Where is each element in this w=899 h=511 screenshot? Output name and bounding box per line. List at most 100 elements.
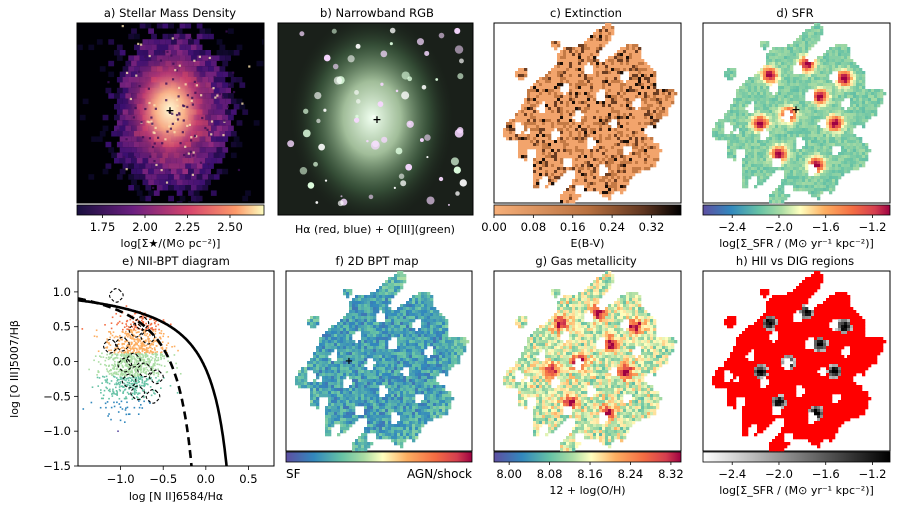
- d-map-pixel: [847, 92, 851, 96]
- c-map-pixel: [644, 137, 648, 141]
- d-map-pixel: [847, 137, 851, 141]
- c-map-pixel: [596, 179, 600, 183]
- c-map-pixel: [599, 68, 603, 72]
- d-map-pixel: [760, 101, 764, 105]
- d-map-pixel: [823, 167, 827, 171]
- d-map-pixel: [793, 95, 797, 99]
- d-map-pixel: [826, 50, 830, 54]
- d-map-pixel: [748, 125, 752, 129]
- d-map-pixel: [751, 113, 755, 117]
- d-map-pixel: [823, 131, 827, 135]
- d-map-pixel: [865, 95, 869, 99]
- d-map-pixel: [796, 53, 800, 57]
- d-map-pixel: [814, 131, 818, 135]
- c-map-pixel: [584, 44, 588, 48]
- c-map-pixel: [623, 68, 627, 72]
- d-map-pixel: [754, 80, 758, 84]
- density-speckle: [171, 78, 175, 81]
- c-map-pixel: [548, 95, 552, 99]
- star-point: [407, 76, 413, 82]
- density-hexbin: [202, 174, 209, 180]
- c-map-pixel: [647, 140, 651, 144]
- c-map-pixel: [563, 98, 567, 102]
- d-map-pixel: [769, 53, 773, 57]
- c-map-pixel: [602, 155, 606, 159]
- density-hexbin: [222, 93, 229, 99]
- c-map-pixel: [545, 164, 549, 168]
- scatter-point: [139, 403, 142, 406]
- d-map-pixel: [730, 71, 734, 75]
- c-map-pixel: [626, 98, 630, 102]
- d-map-pixel: [820, 26, 824, 30]
- d-map-pixel: [739, 89, 743, 93]
- c-map-pixel: [653, 116, 657, 120]
- scatter-point: [121, 322, 124, 325]
- c-map-pixel: [560, 116, 564, 120]
- d-map-pixel: [781, 152, 785, 156]
- density-hexbin: [222, 147, 229, 153]
- d-map-pixel: [733, 143, 737, 147]
- d-map-pixel: [841, 113, 845, 117]
- d-map-pixel: [838, 131, 842, 135]
- density-hexbin: [111, 131, 117, 137]
- d-map-pixel: [826, 182, 830, 186]
- d-map-pixel: [769, 92, 773, 96]
- d-map-pixel: [739, 95, 743, 99]
- density-speckle: [133, 156, 136, 159]
- c-map-pixel: [578, 122, 582, 126]
- c-map-pixel: [617, 74, 621, 78]
- d-map-pixel: [733, 146, 737, 150]
- d-map-pixel: [775, 128, 779, 132]
- c-map-pixel: [572, 59, 576, 63]
- d-map-pixel: [760, 161, 764, 165]
- d-map-pixel: [775, 47, 779, 51]
- d-map-pixel: [778, 113, 782, 117]
- c-map-pixel: [536, 185, 540, 189]
- c-map-pixel: [647, 86, 651, 90]
- c-map-pixel: [536, 86, 540, 90]
- density-speckle: [116, 129, 120, 132]
- c-map-pixel: [611, 128, 615, 132]
- d-map-pixel: [793, 74, 797, 78]
- d-map-pixel: [835, 182, 839, 186]
- d-map-pixel: [733, 155, 737, 159]
- c-map-pixel: [650, 89, 654, 93]
- d-map-pixel: [820, 98, 824, 102]
- density-speckle: [186, 105, 189, 109]
- d-map-pixel: [796, 128, 800, 132]
- d-map-pixel: [796, 80, 800, 84]
- c-map-pixel: [560, 125, 564, 129]
- c-map-pixel: [587, 173, 591, 177]
- d-map-pixel: [748, 143, 752, 147]
- d-map-pixel: [823, 53, 827, 57]
- d-map-pixel: [766, 110, 770, 114]
- density-hexbin: [119, 50, 126, 56]
- c-map-pixel: [611, 98, 615, 102]
- density-hexbin: [185, 23, 192, 29]
- d-map-pixel: [844, 89, 848, 93]
- c-map-pixel: [533, 167, 537, 171]
- c-map-pixel: [545, 83, 549, 87]
- d-map-pixel: [826, 89, 830, 93]
- scatter-point: [152, 328, 155, 331]
- d-map-pixel: [853, 140, 857, 144]
- c-map-pixel: [653, 86, 657, 90]
- d-map-pixel: [841, 95, 845, 99]
- c-map-pixel: [641, 143, 645, 147]
- c-map-pixel: [503, 128, 507, 132]
- d-map-pixel: [835, 104, 839, 108]
- star-point: [377, 101, 384, 107]
- c-map-pixel: [650, 92, 654, 96]
- star-point: [316, 118, 321, 124]
- d-map-pixel: [784, 158, 788, 162]
- c-map-pixel: [623, 89, 627, 93]
- density-hexbin: [153, 179, 160, 186]
- d-map-pixel: [796, 83, 800, 87]
- d-map-pixel: [829, 89, 833, 93]
- c-map-pixel: [632, 50, 636, 54]
- c-map-pixel: [617, 104, 621, 108]
- d-map-pixel: [880, 101, 884, 105]
- c-map-pixel: [557, 68, 561, 72]
- d-map-pixel: [877, 104, 881, 108]
- d-map-pixel: [850, 77, 854, 81]
